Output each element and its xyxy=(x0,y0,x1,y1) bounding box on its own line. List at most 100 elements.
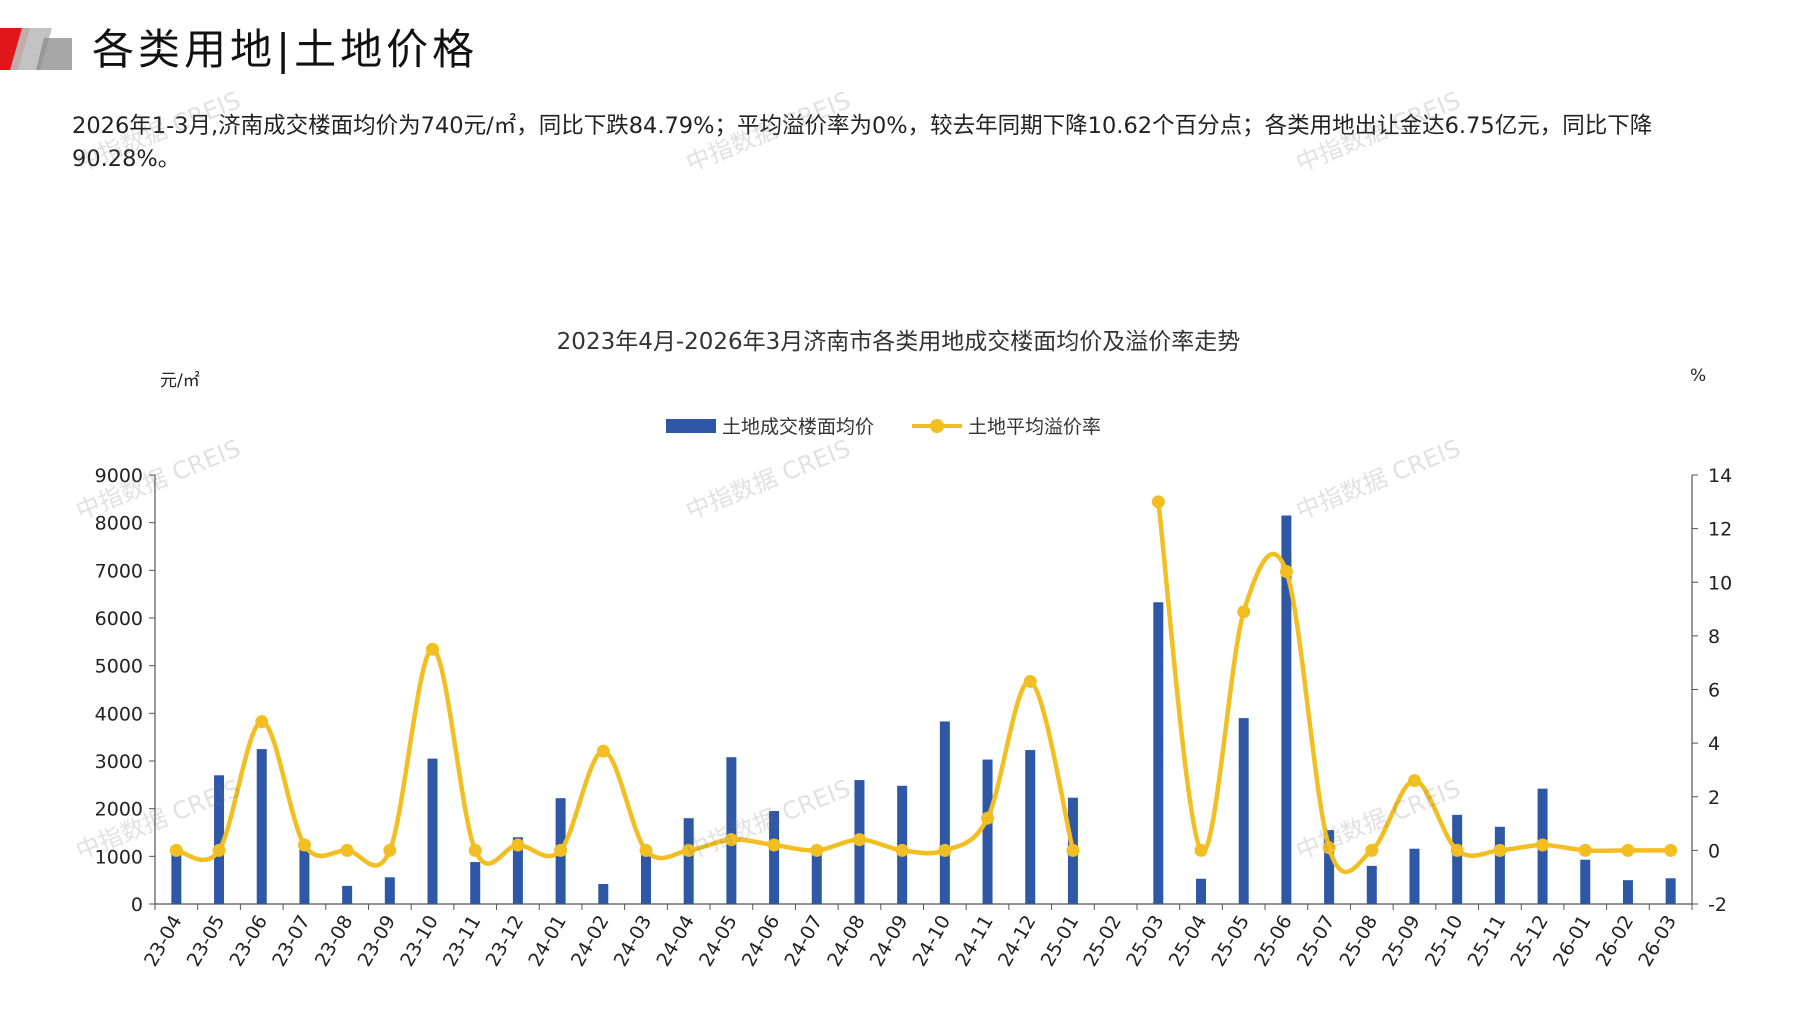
bar xyxy=(1580,859,1591,904)
legend-line-label: 土地平均溢价率 xyxy=(968,416,1102,438)
x-tick-label: 23-06 xyxy=(225,912,272,971)
premium-rate-point xyxy=(1322,841,1336,855)
left-tick-label: 8000 xyxy=(95,513,143,535)
x-tick-label: 26-01 xyxy=(1549,912,1596,971)
x-tick-label: 24-08 xyxy=(823,912,870,971)
premium-rate-point xyxy=(511,838,525,852)
left-tick-label: 1000 xyxy=(95,846,143,868)
premium-rate-point xyxy=(383,843,397,857)
premium-rate-point xyxy=(1664,843,1678,857)
premium-rate-point xyxy=(1237,605,1251,619)
premium-rate-point xyxy=(297,838,311,852)
premium-rate-point xyxy=(810,843,824,857)
bar xyxy=(811,851,822,904)
premium-rate-point xyxy=(981,811,995,825)
bar xyxy=(1366,865,1377,904)
right-tick-label: 10 xyxy=(1708,572,1732,594)
premium-rate-point xyxy=(255,715,269,729)
premium-rate-point xyxy=(1023,674,1037,688)
left-tick-label: 7000 xyxy=(95,560,143,582)
premium-rate-point xyxy=(426,642,440,656)
bar xyxy=(512,837,523,904)
x-tick-label: 24-05 xyxy=(695,912,742,971)
right-tick-label: 0 xyxy=(1708,840,1720,862)
x-tick-label: 24-07 xyxy=(780,912,827,971)
premium-rate-point xyxy=(554,843,568,857)
bar xyxy=(640,849,651,904)
bar xyxy=(683,818,694,904)
legend-item-bar: 土地成交楼面均价 xyxy=(666,412,874,439)
x-tick-label: 23-09 xyxy=(353,912,400,971)
left-tick-label: 9000 xyxy=(95,465,143,487)
bar xyxy=(1153,602,1164,904)
premium-rate-point xyxy=(1621,843,1635,857)
x-tick-label: 25-01 xyxy=(1037,912,1084,971)
x-tick-label: 25-09 xyxy=(1378,912,1425,971)
bar xyxy=(1665,878,1676,904)
chart-title: 2023年4月-2026年3月济南市各类用地成交楼面均价及溢价率走势 xyxy=(556,329,1241,355)
x-tick-label: 23-05 xyxy=(183,912,230,971)
bar xyxy=(1238,718,1249,904)
premium-rate-point xyxy=(169,843,183,857)
bar xyxy=(1452,814,1463,904)
left-tick-label: 4000 xyxy=(95,703,143,725)
bar xyxy=(982,759,993,904)
right-tick-label: -2 xyxy=(1708,894,1727,916)
header-logo-mark xyxy=(0,28,72,70)
left-tick-label: 3000 xyxy=(95,751,143,773)
x-tick-label: 24-09 xyxy=(866,912,913,971)
x-tick-label: 26-03 xyxy=(1634,912,1681,971)
bar xyxy=(342,885,353,904)
x-tick-label: 23-08 xyxy=(311,912,358,971)
x-tick-label: 24-01 xyxy=(524,912,571,971)
right-tick-label: 14 xyxy=(1708,465,1732,487)
x-tick-label: 23-12 xyxy=(482,912,529,971)
bar xyxy=(470,862,481,904)
bar xyxy=(939,721,950,904)
bar xyxy=(1025,750,1036,904)
legend-bar-label: 土地成交楼面均价 xyxy=(722,416,875,438)
right-axis-unit: % xyxy=(1690,366,1707,386)
page-title: 各类用地|土地价格 xyxy=(92,25,479,74)
premium-rate-point xyxy=(852,833,866,847)
bar xyxy=(726,757,737,904)
right-tick-label: 2 xyxy=(1708,787,1720,809)
summary-text: 2026年1-3月,济南成交楼面均价为740元/㎡，同比下跌84.79%；平均溢… xyxy=(72,113,1653,172)
x-tick-label: 25-02 xyxy=(1079,912,1126,971)
premium-rate-point xyxy=(1407,774,1421,788)
bar xyxy=(1324,830,1335,904)
bar xyxy=(1409,848,1420,904)
legend-item-line: 土地平均溢价率 xyxy=(912,412,1101,439)
premium-rate-point xyxy=(468,843,482,857)
premium-rate-point xyxy=(1493,843,1507,857)
left-axis-unit: 元/㎡ xyxy=(160,371,200,391)
premium-rate-point xyxy=(1365,843,1379,857)
premium-rate-point xyxy=(767,838,781,852)
premium-rate-point xyxy=(1279,565,1293,579)
bar xyxy=(1281,515,1292,904)
right-tick-label: 6 xyxy=(1708,680,1720,702)
legend-line-swatch xyxy=(912,418,963,433)
right-tick-label: 12 xyxy=(1708,519,1732,541)
x-tick-label: 24-06 xyxy=(738,912,785,971)
bar xyxy=(171,853,182,904)
right-tick-label: 8 xyxy=(1708,626,1720,648)
x-tick-label: 25-08 xyxy=(1335,912,1382,971)
x-tick-label: 23-10 xyxy=(396,912,443,971)
x-tick-label: 24-02 xyxy=(567,912,614,971)
left-tick-label: 2000 xyxy=(95,799,143,821)
legend: 土地成交楼面均价 土地平均溢价率 xyxy=(666,412,1139,439)
x-tick-label: 25-11 xyxy=(1464,912,1511,971)
x-tick-label: 24-03 xyxy=(610,912,657,971)
x-tick-label: 24-11 xyxy=(951,912,998,971)
premium-rate-point xyxy=(1450,843,1464,857)
right-tick-label: 4 xyxy=(1708,733,1720,755)
premium-rate-point xyxy=(340,843,354,857)
premium-rate-point xyxy=(724,833,738,847)
bar xyxy=(214,775,225,904)
left-tick-label: 6000 xyxy=(95,608,143,630)
premium-rate-point xyxy=(1536,838,1550,852)
x-tick-label: 24-10 xyxy=(909,912,956,971)
x-tick-label: 25-05 xyxy=(1207,912,1254,971)
premium-rate-point xyxy=(895,843,909,857)
